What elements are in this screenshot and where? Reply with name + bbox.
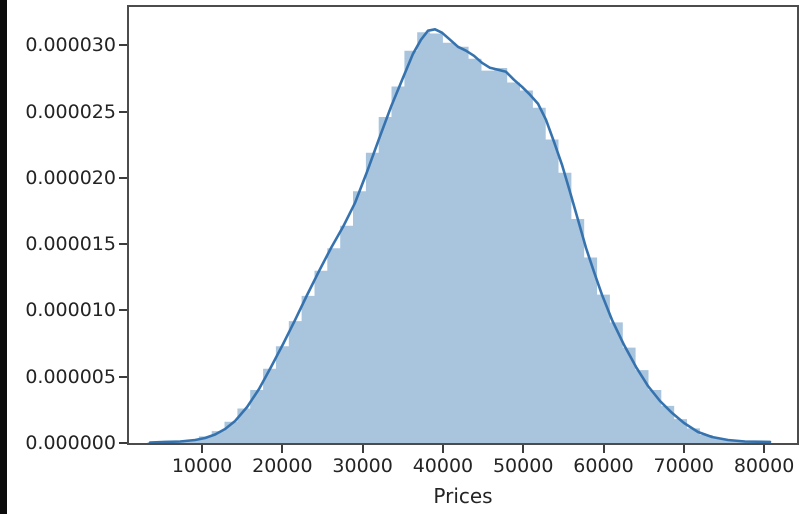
x-tick-mark xyxy=(682,445,685,453)
x-tick-mark xyxy=(281,445,284,453)
y-tick-mark xyxy=(119,375,127,378)
histogram-bars xyxy=(147,32,765,443)
y-tick-mark xyxy=(119,243,127,246)
y-tick-mark xyxy=(119,442,127,444)
y-tick-mark xyxy=(119,44,127,47)
y-tick-mark xyxy=(119,309,127,312)
x-tick-label: 40000 xyxy=(412,455,474,477)
x-tick-mark xyxy=(361,445,364,453)
y-tick-label: 0.000010 xyxy=(25,299,116,322)
x-tick-mark xyxy=(522,445,525,453)
x-tick-mark xyxy=(763,445,766,453)
window-edge-strip xyxy=(0,0,7,514)
x-axis-title: Prices xyxy=(433,484,493,508)
distribution-chart xyxy=(147,28,772,443)
x-tick-mark xyxy=(201,445,204,453)
y-tick-label: 0.000005 xyxy=(25,365,116,388)
x-tick-label: 10000 xyxy=(171,455,233,477)
x-tick-label: 20000 xyxy=(252,455,313,477)
y-tick-mark xyxy=(119,110,127,113)
y-tick-label: 0.000025 xyxy=(25,100,116,123)
x-tick-label: 60000 xyxy=(573,455,634,477)
y-tick-label: 0.000000 xyxy=(25,432,116,454)
kde-line xyxy=(148,28,772,443)
y-tick-mark xyxy=(119,176,127,179)
plot-area xyxy=(127,5,799,445)
x-tick-label: 70000 xyxy=(653,455,714,477)
y-tick-label: 0.000020 xyxy=(25,166,116,189)
y-tick-label: 0.000030 xyxy=(25,34,116,57)
x-tick-mark xyxy=(602,445,605,453)
y-tick-label: 0.000015 xyxy=(25,233,116,256)
x-tick-label: 80000 xyxy=(733,455,795,477)
x-tick-label: 30000 xyxy=(332,455,393,477)
x-tick-label: 50000 xyxy=(492,455,554,477)
x-tick-mark xyxy=(441,445,444,453)
